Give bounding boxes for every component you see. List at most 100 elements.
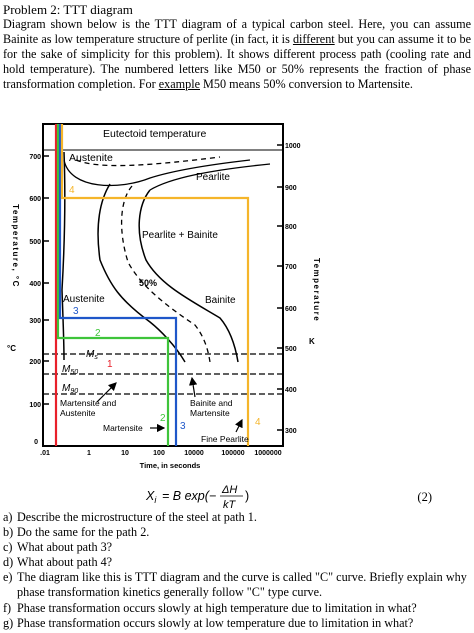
question-text: The diagram like this is TTT diagram and… bbox=[17, 570, 467, 600]
left-tick-label: 600 bbox=[29, 196, 41, 203]
label-ms: Ms bbox=[86, 349, 98, 361]
problem-title: Problem 2: TTT diagram bbox=[3, 2, 133, 17]
question-item: d) What about path 4? bbox=[3, 555, 471, 570]
label-bainite: Bainite bbox=[205, 295, 236, 306]
equation-rhs: = B exp(− bbox=[162, 489, 216, 503]
right-tick-label: 600 bbox=[285, 306, 297, 313]
equation-close: ) bbox=[245, 489, 249, 503]
question-text: Phase transformation occurs slowly at hi… bbox=[17, 600, 417, 615]
c-curve-start-nose bbox=[97, 183, 186, 363]
left-unit-label: °C bbox=[7, 344, 16, 353]
question-text: What about path 3? bbox=[17, 540, 113, 555]
label-bainite-martensite-1: Bainite and bbox=[190, 398, 233, 408]
arrow-martensite-austenite bbox=[96, 382, 117, 403]
intro-paragraph: Diagram shown below is the TTT diagram o… bbox=[3, 17, 471, 92]
right-tick-label: 400 bbox=[285, 387, 297, 394]
question-text: What about path 4? bbox=[17, 555, 113, 570]
x-tick-label: 100 bbox=[153, 450, 165, 457]
arrow-bainite-martensite bbox=[188, 376, 198, 398]
left-tick-label: 700 bbox=[29, 154, 41, 161]
question-letter: d) bbox=[3, 555, 14, 570]
ttt-diagram: 700 600 500 400 300 200 100 0 1000 900 8… bbox=[7, 123, 321, 470]
label-m90: M90 bbox=[62, 383, 78, 395]
right-tick-label: 1000 bbox=[285, 143, 301, 150]
question-letter: c) bbox=[3, 540, 13, 555]
question-letter: f) bbox=[3, 600, 12, 615]
path-4 bbox=[60, 124, 250, 446]
right-tick-label: 900 bbox=[285, 185, 297, 192]
question-item: f) Phase transformation occurs slowly at … bbox=[3, 601, 471, 616]
intro-text-3: M50 means 50% conversion to Martensite. bbox=[200, 77, 413, 91]
x-tick-label: 10000 bbox=[184, 450, 204, 457]
path-label-1: 1 bbox=[107, 359, 113, 370]
label-fine-pearlite: Fine Pearlite bbox=[201, 434, 249, 444]
question-item: a) Describe the microstructure of the ste… bbox=[3, 510, 471, 525]
right-axis-label: Temperature bbox=[312, 258, 321, 322]
right-tick-label: 500 bbox=[285, 346, 297, 353]
equation-number: (2) bbox=[417, 490, 432, 504]
arrow-fine-pearlite bbox=[235, 418, 243, 433]
c-curve-finish bbox=[138, 189, 239, 363]
label-martensite: Martensite bbox=[103, 423, 143, 433]
label-bainite-martensite-2: Martensite bbox=[190, 408, 230, 418]
intro-text-1: Diagram shown below is the TTT diagram o… bbox=[3, 17, 471, 46]
question-item: c) What about path 3? bbox=[3, 540, 471, 555]
right-tick-marks bbox=[277, 144, 283, 431]
question-item: e) The diagram like this is TTT diagram a… bbox=[3, 570, 471, 600]
right-unit-label: K bbox=[309, 337, 315, 346]
x-tick-label: 10 bbox=[121, 450, 129, 457]
question-item: b) Do the same for the path 2. bbox=[3, 525, 471, 540]
path-2 bbox=[56, 124, 170, 446]
label-austenite-top: Austenite bbox=[69, 152, 113, 164]
plot-frame bbox=[42, 123, 284, 447]
equation: Xi = B exp(− ΔH kT ) (2) bbox=[0, 484, 474, 511]
path-label-4: 4 bbox=[69, 185, 75, 196]
question-letter: a) bbox=[3, 510, 13, 524]
question-letter: b) bbox=[3, 525, 14, 540]
x-tick-label: 1 bbox=[87, 450, 91, 457]
label-austenite-mid: Austenite bbox=[63, 294, 105, 305]
intro-underline-different: different bbox=[292, 32, 335, 46]
equation-numerator: ΔH bbox=[221, 484, 237, 496]
path-label-2-lower: 2 bbox=[160, 413, 166, 424]
left-tick-label: 200 bbox=[29, 359, 41, 366]
label-fifty-percent: 50% bbox=[139, 278, 157, 288]
c-curve-finish-upper bbox=[149, 163, 271, 191]
intro-underline-example: example bbox=[158, 77, 200, 91]
label-martensite-austenite-1: Martensite and bbox=[60, 398, 116, 408]
x-tick-label: 1000000 bbox=[254, 450, 281, 457]
equation-denominator: kT bbox=[223, 499, 237, 510]
intro-text-2: but you can assume it to be for the sake… bbox=[3, 32, 472, 91]
left-tick-label: 0 bbox=[34, 439, 38, 446]
question-letter: g) bbox=[3, 615, 14, 630]
left-tick-label: 400 bbox=[29, 281, 41, 288]
question-text: Phase transformation occurs slowly at lo… bbox=[17, 615, 414, 630]
path-label-4-lower: 4 bbox=[255, 417, 261, 428]
c-curve-fifty-percent bbox=[75, 156, 221, 363]
left-axis-label: Temperature, °C bbox=[11, 204, 20, 288]
equation-graphic: Xi = B exp(− ΔH kT ) bbox=[145, 484, 249, 511]
right-tick-label: 700 bbox=[285, 264, 297, 271]
x-axis-label: Time, in seconds bbox=[140, 461, 201, 470]
label-m50: M50 bbox=[62, 364, 78, 376]
label-eutectoid: Eutectoid temperature bbox=[103, 128, 206, 140]
label-martensite-austenite-2: Austenite bbox=[60, 408, 96, 418]
path-3 bbox=[58, 124, 178, 446]
path-label-3: 3 bbox=[73, 306, 79, 317]
question-item: g) Phase transformation occurs slowly at … bbox=[3, 616, 471, 631]
equation-lhs: Xi bbox=[145, 489, 157, 505]
x-tick-label: 100000 bbox=[221, 450, 244, 457]
question-text: Do the same for the path 2. bbox=[17, 525, 150, 540]
left-tick-label: 500 bbox=[29, 239, 41, 246]
right-tick-label: 300 bbox=[285, 428, 297, 435]
x-tick-label: .01 bbox=[40, 450, 50, 457]
left-tick-label: 300 bbox=[29, 318, 41, 325]
path-label-3-lower: 3 bbox=[180, 421, 186, 432]
question-letter: e) bbox=[3, 570, 13, 585]
left-tick-label: 100 bbox=[29, 402, 41, 409]
question-list: a) Describe the microstructure of the ste… bbox=[3, 510, 471, 631]
question-text: Describe the microstructure of the steel… bbox=[17, 510, 257, 524]
c-curve-start-upper bbox=[63, 159, 251, 187]
label-pearlite: Pearlite bbox=[196, 172, 230, 183]
left-tick-marks bbox=[43, 155, 49, 405]
